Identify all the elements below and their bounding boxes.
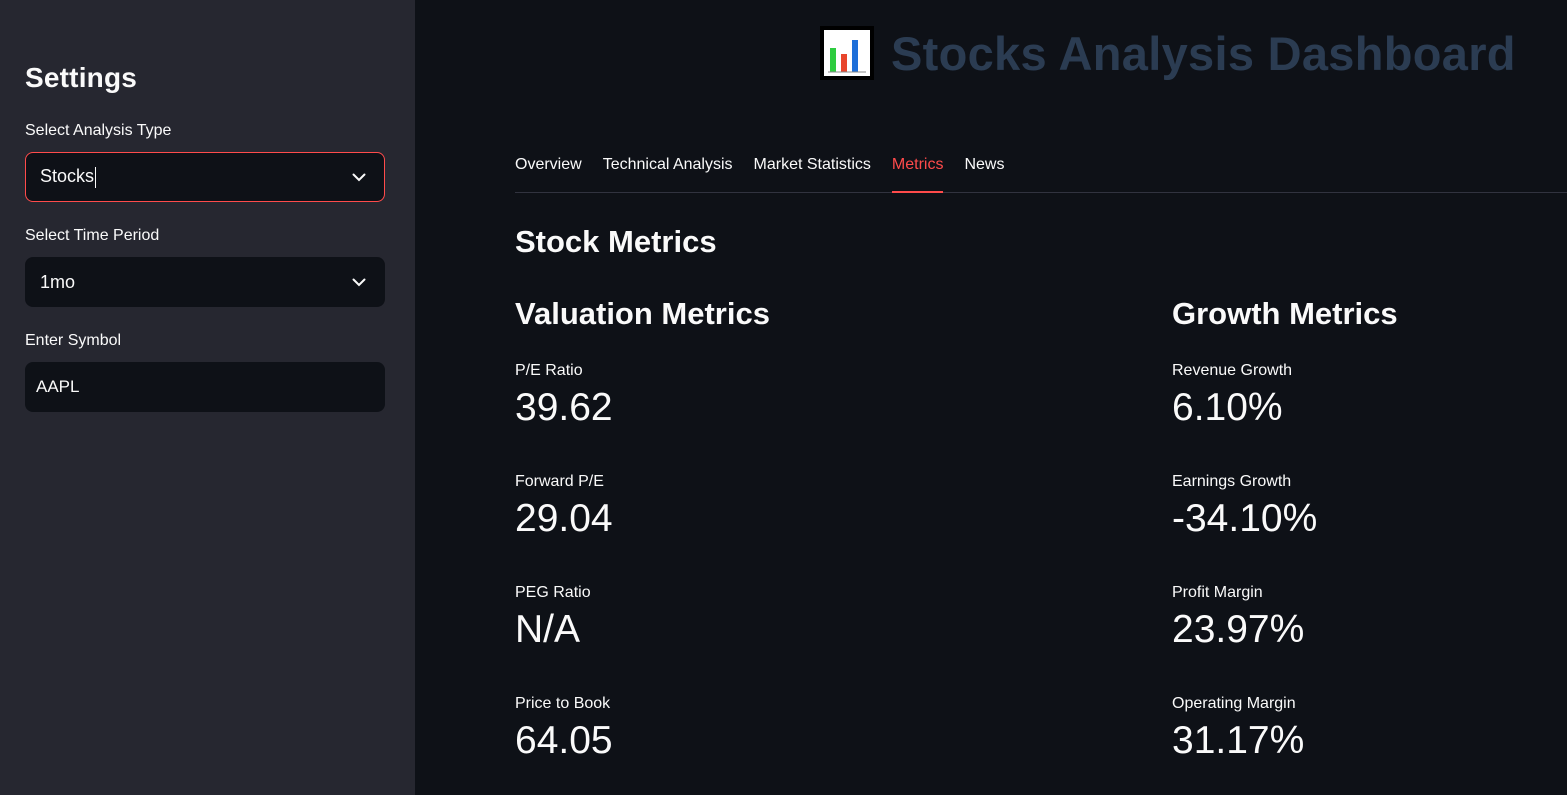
time-period-select[interactable]: 1mo (25, 257, 385, 307)
metric-value: N/A (515, 608, 581, 651)
growth-metrics-column: Growth Metrics Revenue Growth 6.10% Earn… (1172, 296, 1562, 795)
page-header: Stocks Analysis Dashboard (820, 26, 1516, 80)
metric-label: Price to Book (515, 695, 611, 712)
metric-forward-pe: Forward P/E 29.04 (515, 467, 1015, 578)
text-cursor (95, 166, 97, 188)
metric-value: 6.10% (1172, 386, 1283, 429)
metric-label: Profit Margin (1172, 584, 1263, 601)
metric-label: PEG Ratio (515, 584, 591, 601)
page-title: Stocks Analysis Dashboard (891, 26, 1516, 80)
metric-revenue-growth: Revenue Growth 6.10% (1172, 356, 1562, 467)
metric-value: 39.62 (515, 386, 613, 429)
time-period-label: Select Time Period (25, 227, 160, 244)
tab-bar: Overview Technical Analysis Market Stati… (515, 150, 1567, 193)
metric-earnings-growth: Earnings Growth -34.10% (1172, 467, 1562, 578)
metric-value: 23.97% (1172, 608, 1305, 651)
analysis-type-label: Select Analysis Type (25, 122, 172, 139)
analysis-type-select[interactable]: Stocks (25, 152, 385, 202)
tab-technical-analysis[interactable]: Technical Analysis (602, 156, 733, 173)
analysis-type-value: Stocks (40, 166, 97, 188)
metric-pe-ratio: P/E Ratio 39.62 (515, 356, 1015, 467)
metric-label: Operating Margin (1172, 695, 1296, 712)
metric-label: Revenue Growth (1172, 362, 1293, 379)
metric-operating-margin: Operating Margin 31.17% (1172, 689, 1562, 795)
sidebar: Settings Select Analysis Type Stocks Sel… (0, 0, 415, 795)
metric-label: Forward P/E (515, 473, 604, 490)
metric-label: Earnings Growth (1172, 473, 1292, 490)
main-content: Stocks Analysis Dashboard Overview Techn… (415, 0, 1567, 795)
sidebar-title: Settings (25, 62, 138, 93)
tab-metrics[interactable]: Metrics (891, 150, 944, 193)
section-title: Stock Metrics (515, 224, 717, 259)
chevron-down-icon[interactable] (334, 153, 384, 201)
metric-label: P/E Ratio (515, 362, 583, 379)
tab-overview[interactable]: Overview (515, 156, 582, 173)
metric-profit-margin: Profit Margin 23.97% (1172, 578, 1562, 689)
tab-market-statistics[interactable]: Market Statistics (753, 156, 871, 173)
bar-chart-icon (820, 26, 874, 80)
valuation-metrics-column: Valuation Metrics P/E Ratio 39.62 Forwar… (515, 296, 1015, 795)
tab-news[interactable]: News (964, 156, 1005, 173)
chevron-down-icon[interactable] (334, 258, 384, 306)
symbol-input[interactable]: AAPL (25, 362, 385, 412)
metric-value: 64.05 (515, 719, 613, 762)
metric-price-to-book: Price to Book 64.05 (515, 689, 1015, 795)
metric-value: 29.04 (515, 497, 613, 540)
growth-metrics-title: Growth Metrics (1172, 296, 1398, 331)
symbol-label: Enter Symbol (25, 332, 122, 349)
metric-peg-ratio: PEG Ratio N/A (515, 578, 1015, 689)
time-period-value: 1mo (40, 271, 76, 292)
metric-value: 31.17% (1172, 719, 1305, 762)
valuation-metrics-title: Valuation Metrics (515, 296, 770, 331)
metric-value: -34.10% (1172, 497, 1318, 540)
